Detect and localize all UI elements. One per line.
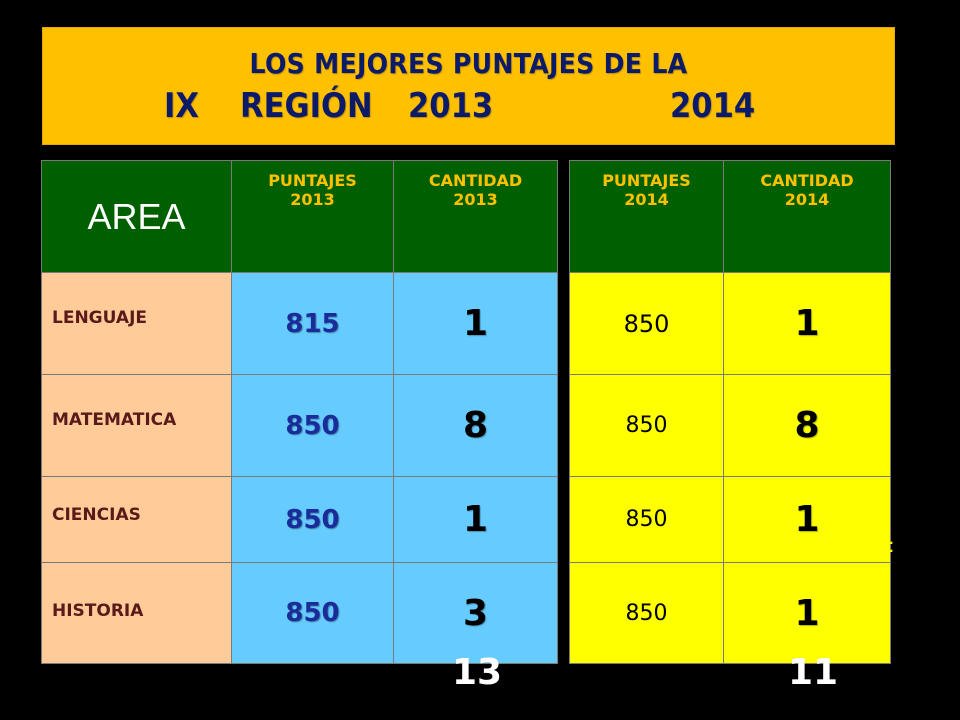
table-2013-header-row: AREA PUNTAJES 2013 CANTIDAD 2013 [41, 160, 558, 273]
table-2013: AREA PUNTAJES 2013 CANTIDAD 2013 LENGUAJ… [41, 160, 558, 664]
total-2013: 13 [451, 652, 503, 693]
title-region-number: IX [164, 86, 199, 126]
title-banner: LOS MEJORES PUNTAJES DE LA IX REGIÓN 201… [42, 27, 895, 145]
table-row: 850 1 [569, 476, 891, 563]
cantidad-2014-cell: 1 [723, 272, 891, 375]
decorative-mark: · · [889, 535, 895, 560]
cantidad-2014-cell: 1 [723, 562, 891, 664]
puntaje-2014-cell: 850 [569, 374, 724, 477]
table-row: 850 8 [569, 374, 891, 477]
title-line-2: IX REGIÓN 2013 2014 [43, 86, 894, 130]
cantidad-2013-cell: 1 [393, 272, 558, 375]
table-row: MATEMATICA 850 8 [41, 374, 558, 477]
header-cantidad-2013-line2: 2013 [453, 190, 498, 209]
area-label: MATEMATICA [41, 374, 232, 477]
table-row: 850 1 [569, 562, 891, 664]
puntaje-2013-cell: 850 [231, 374, 394, 477]
table-row: 850 1 [569, 272, 891, 375]
header-puntajes-2014-line1: PUNTAJES [602, 171, 691, 190]
header-cantidad-2013: CANTIDAD 2013 [393, 160, 558, 273]
puntaje-2014-cell: 850 [569, 476, 724, 563]
area-label: CIENCIAS [41, 476, 232, 563]
area-label: LENGUAJE [41, 272, 232, 375]
area-label: HISTORIA [41, 562, 232, 664]
cantidad-2014-cell: 8 [723, 374, 891, 477]
header-cantidad-2014-line2: 2014 [784, 190, 830, 209]
header-puntajes-2013-line1: PUNTAJES [268, 171, 357, 190]
cantidad-2013-cell: 3 [393, 562, 558, 664]
puntaje-2014-cell: 850 [569, 562, 724, 664]
cantidad-2014-cell: 1 [723, 476, 891, 563]
table-row: LENGUAJE 815 1 [41, 272, 558, 375]
table-2014-header-row: PUNTAJES 2014 CANTIDAD 2014 [569, 160, 891, 273]
header-puntajes-2014-line2: 2014 [624, 190, 669, 209]
header-cantidad-2014: CANTIDAD 2014 [723, 160, 891, 273]
cantidad-2013-cell: 1 [393, 476, 558, 563]
header-cantidad-2013-line1: CANTIDAD [428, 171, 523, 190]
table-2014: PUNTAJES 2014 CANTIDAD 2014 850 1 850 8 … [569, 160, 891, 664]
puntaje-2014-cell: 850 [569, 272, 724, 375]
puntaje-2013-cell: 850 [231, 476, 394, 563]
title-region-word: REGIÓN [240, 86, 373, 126]
puntaje-2013-cell: 815 [231, 272, 394, 375]
cantidad-2013-cell: 8 [393, 374, 558, 477]
header-puntajes-2013: PUNTAJES 2013 [231, 160, 394, 273]
table-row: CIENCIAS 850 1 [41, 476, 558, 563]
title-year-2013: 2013 [408, 86, 494, 126]
title-year-2014: 2014 [670, 86, 756, 126]
header-puntajes-2013-line2: 2013 [290, 190, 335, 209]
title-line-1: LOS MEJORES PUNTAJES DE LA [249, 47, 688, 80]
header-cantidad-2014-line1: CANTIDAD [760, 171, 854, 190]
table-row: HISTORIA 850 3 [41, 562, 558, 664]
header-puntajes-2014: PUNTAJES 2014 [569, 160, 724, 273]
total-2014: 11 [787, 652, 839, 693]
header-area: AREA [41, 160, 232, 273]
puntaje-2013-cell: 850 [231, 562, 394, 664]
